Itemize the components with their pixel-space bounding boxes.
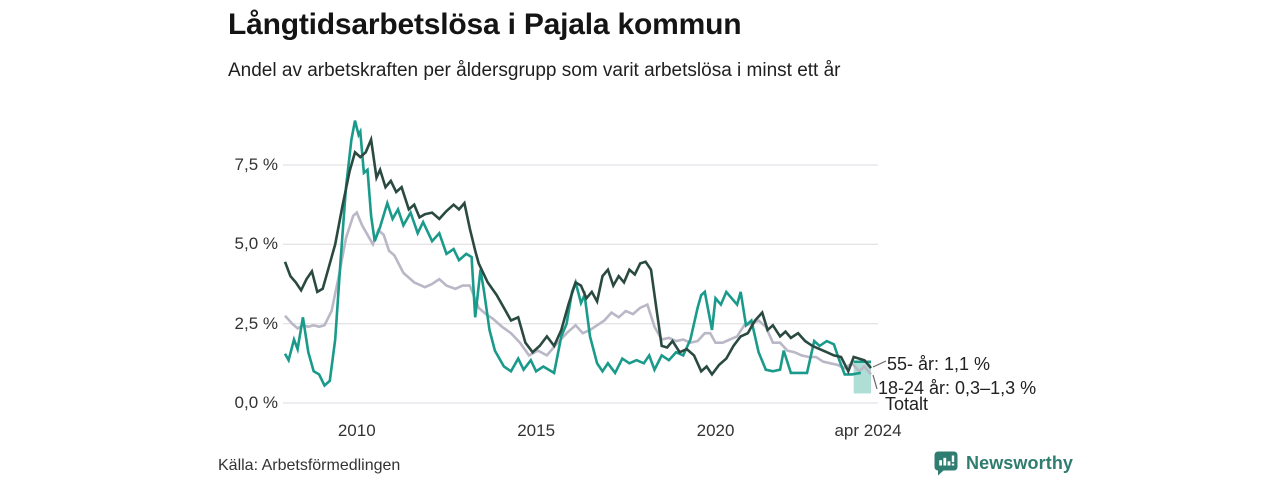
source-note: Källa: Arbetsförmedlingen (218, 457, 401, 474)
x-tick-label: 2020 (696, 421, 735, 440)
newsworthy-wordmark: Newsworthy (966, 453, 1074, 473)
series-end-label-55-ar: 55- år: 1,1 % (887, 354, 991, 374)
x-tick-label: 2015 (517, 421, 556, 440)
page-title: Långtidsarbetslösa i Pajala kommun (228, 8, 742, 41)
newsworthy-logo: Newsworthy (933, 450, 1073, 477)
x-tick-label: 2010 (337, 421, 376, 440)
series-line-55-r (283, 134, 872, 377)
chart-subtitle: Andel av arbetskraften per åldersgrupp s… (228, 60, 841, 81)
series-line-totalt (284, 210, 872, 376)
y-tick-label: 2,5 % (234, 313, 278, 333)
series-line-18-24-r (283, 120, 862, 388)
series-end-label-totalt: Totalt (885, 394, 929, 414)
annotation-leader-line (872, 374, 878, 390)
y-tick-label: 7,5 % (234, 155, 278, 174)
y-tick-label: 5,0 % (234, 234, 278, 254)
series-end-label-18-24-ar: 18-24 år: 0,3–1,3 % (878, 378, 1037, 398)
y-tick-label: 0,0 % (234, 393, 278, 412)
x-tick-label: apr 2024 (834, 421, 902, 440)
annotation-leader-line (872, 360, 887, 368)
newsworthy-speech-bubble-chart-icon (933, 450, 959, 477)
